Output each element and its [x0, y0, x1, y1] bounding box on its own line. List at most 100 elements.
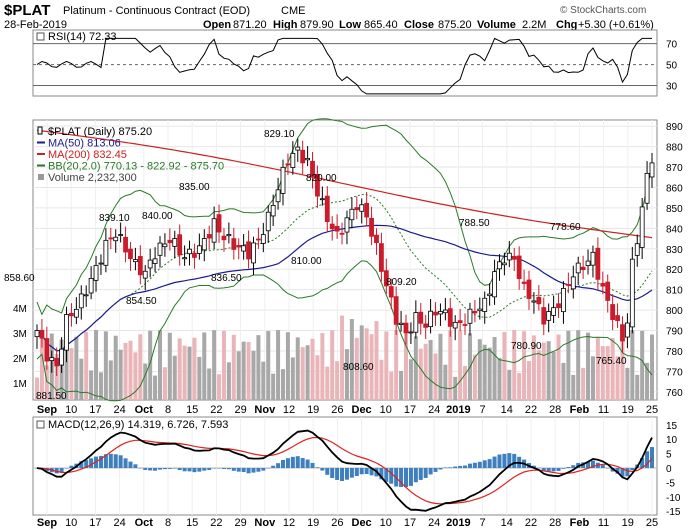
- candle-body: [142, 270, 148, 279]
- x-tick-label: 2019: [446, 404, 470, 416]
- volume-bar: [118, 349, 123, 400]
- candle-body: [128, 248, 133, 260]
- candle-body: [54, 357, 60, 367]
- volume-tick-label: 1M: [13, 379, 27, 390]
- price-annotation: 809.20: [386, 277, 417, 288]
- candle-body: [585, 260, 591, 266]
- price-tick-label: 860: [666, 183, 683, 194]
- macd-histogram-bar: [177, 468, 182, 470]
- macd-histogram-bar: [256, 468, 261, 472]
- volume-bar: [384, 331, 389, 400]
- volume-bar: [143, 363, 148, 400]
- x-tick-label: Oct: [135, 517, 154, 529]
- volume-bar: [610, 338, 615, 400]
- price-tick-label: 760: [666, 388, 683, 399]
- macd-tick-label: 0: [666, 464, 672, 475]
- volume-bar: [364, 328, 369, 400]
- candle-body: [162, 243, 168, 248]
- volume-bar: [290, 357, 295, 400]
- candle-body: [167, 239, 173, 244]
- macd-histogram-bar: [418, 468, 423, 480]
- volume-bar: [369, 334, 374, 400]
- candle-body: [265, 211, 271, 232]
- price-annotation: 810.00: [291, 256, 322, 267]
- candle-body: [374, 234, 379, 244]
- x-tick-label: 10: [380, 404, 392, 416]
- candle-body: [565, 283, 571, 286]
- volume-bar: [536, 350, 541, 400]
- volume-bar: [177, 338, 182, 400]
- volume-bar: [354, 337, 359, 400]
- volume-bar: [226, 362, 231, 400]
- volume-bar: [379, 359, 384, 400]
- price-tick-label: 790: [666, 327, 683, 338]
- candle-body: [482, 297, 488, 312]
- volume-bar: [472, 354, 477, 400]
- candle-body: [492, 271, 497, 298]
- macd-tick-label: -5: [666, 478, 675, 489]
- macd-tick-label: 5: [666, 450, 672, 461]
- macd-histogram-bar: [536, 467, 541, 469]
- legend-entry: BB(20,2.0) 770.13 - 822.92 - 875.70: [48, 161, 224, 173]
- volume-bar: [477, 339, 482, 400]
- candle-body: [408, 331, 414, 334]
- candle-body: [78, 293, 84, 309]
- macd-histogram-bar: [59, 468, 64, 473]
- candle-body: [226, 234, 232, 237]
- macd-histogram-bar: [620, 468, 625, 477]
- macd-histogram-bar: [590, 460, 595, 468]
- volume-bar: [349, 319, 354, 400]
- macd-histogram-bar: [379, 468, 384, 480]
- macd-histogram-bar: [266, 467, 271, 469]
- ma200-line: [36, 129, 653, 239]
- macd-histogram-bar: [354, 468, 359, 477]
- candle-body: [428, 310, 434, 328]
- x-tick-label: 19: [307, 517, 319, 529]
- candle-body: [369, 217, 374, 237]
- candle-body: [501, 262, 507, 266]
- macd-histogram-bar: [310, 462, 315, 468]
- macd-histogram-bar: [443, 467, 448, 468]
- price-annotation: 780.90: [511, 341, 542, 352]
- candle-body: [103, 239, 109, 266]
- volume-bar: [84, 331, 89, 400]
- candle-body: [73, 308, 79, 318]
- macd-histogram-bar: [207, 468, 212, 471]
- macd-histogram-bar: [202, 468, 207, 471]
- volume-bar: [44, 365, 49, 400]
- x-tick-label: 25: [646, 517, 658, 529]
- candle-body: [644, 172, 650, 204]
- volume-label: Volume: [477, 19, 516, 31]
- macd-histogram-bar: [477, 461, 482, 468]
- candle-body: [605, 281, 611, 301]
- candle-body: [69, 312, 74, 317]
- candle-body: [487, 293, 493, 297]
- candle-body: [349, 208, 355, 221]
- candle-body: [319, 198, 325, 201]
- watermark: © StockCharts.com: [560, 5, 646, 16]
- macd-line: [36, 429, 653, 512]
- x-tick-label: Sep: [37, 517, 57, 529]
- volume-bar: [202, 332, 207, 400]
- candle-body: [639, 206, 645, 248]
- labels: 8908808708608508408308208108007907807707…: [4, 40, 683, 529]
- x-tick-label: 15: [186, 517, 198, 529]
- macd-histogram-bar: [369, 468, 374, 476]
- chart-header: $PLAT Platinum - Continuous Contract (EO…: [4, 2, 654, 31]
- candle-body: [157, 242, 163, 256]
- candle-body: [590, 251, 596, 266]
- macd-histogram-bar: [600, 465, 605, 468]
- volume-bar: [625, 367, 630, 400]
- high-value: 879.90: [300, 19, 334, 31]
- candle-body: [511, 255, 517, 260]
- price-tick-label: 830: [666, 245, 683, 256]
- candle-body: [462, 324, 468, 326]
- volume-bar: [359, 325, 364, 400]
- price-annotation: 808.60: [343, 362, 374, 373]
- volume-bar: [148, 330, 153, 400]
- x-tick-label: 28: [549, 517, 561, 529]
- volume-bar: [418, 348, 423, 400]
- volume-bar: [433, 353, 438, 400]
- x-tick-label: Oct: [135, 404, 154, 416]
- macd-lines: [33, 429, 657, 512]
